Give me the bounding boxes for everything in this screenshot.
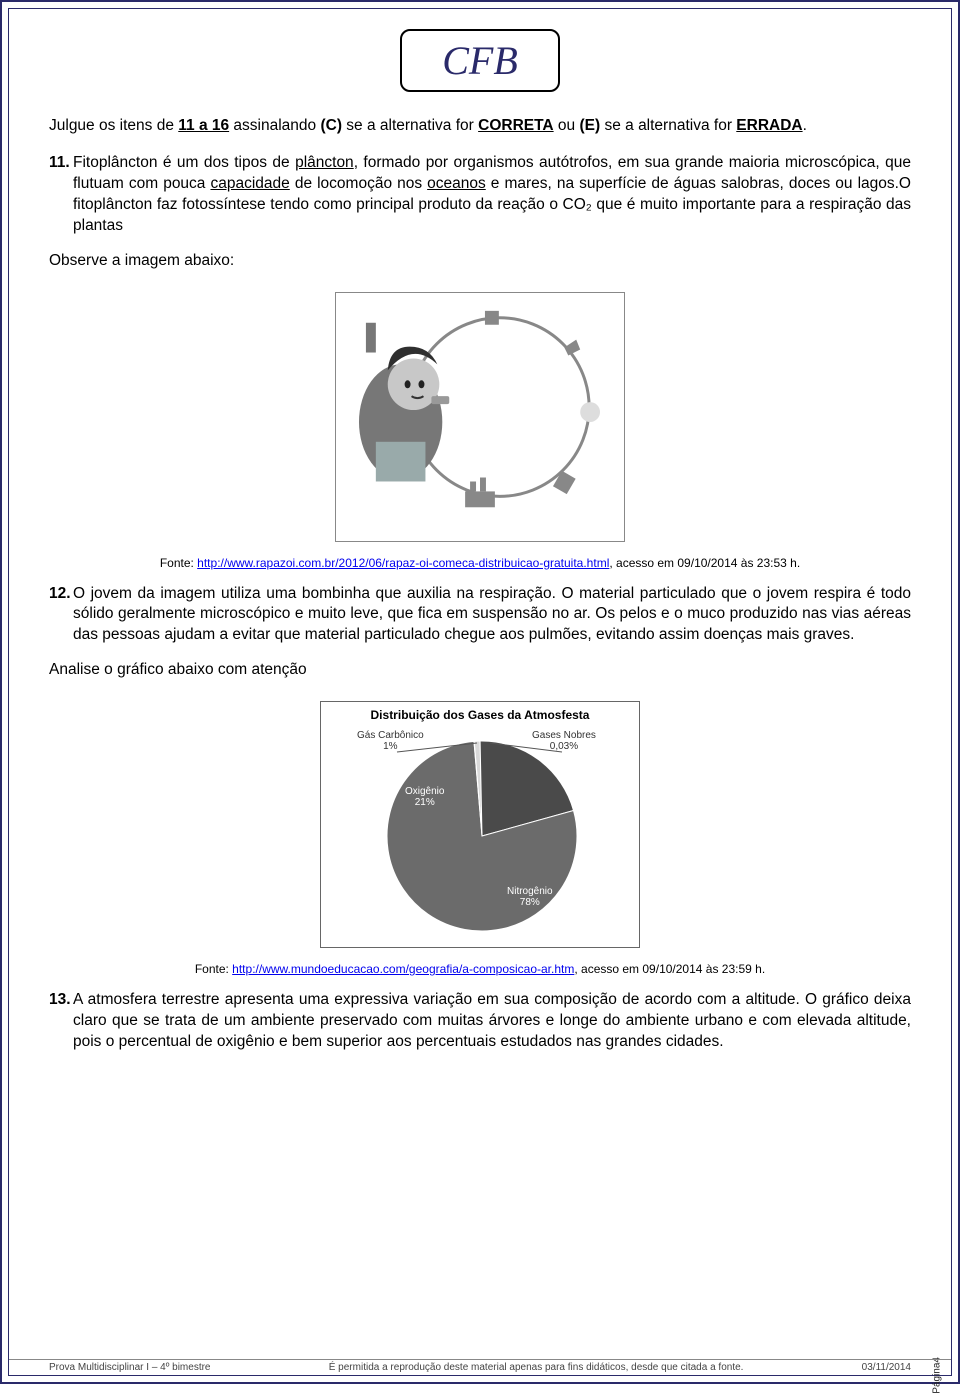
q12-text: O jovem da imagem utiliza uma bombinha q… [73,585,911,644]
pie-label-co2-name: Gás Carbônico [357,730,424,741]
figure-1-illustration [335,292,625,542]
pie-label-co2: Gás Carbônico 1% [357,730,424,752]
instr-range: 11 a 16 [178,117,229,134]
pie-label-nobres-pct: 0,03% [532,741,596,752]
instr-prefix: Julgue os itens de [49,117,178,134]
pie-svg [327,726,635,936]
atmosphere-pie-chart: Distribuição dos Gases da Atmosfesta Gás… [320,701,640,948]
q11-num: 11. [49,153,73,174]
subject-box: CFB [400,29,560,92]
figure-1-container [49,292,911,542]
observe-label: Observe a imagem abaixo: [49,251,911,272]
q11-t1: Fitoplâncton é um dos tipos de [73,154,295,171]
source-2-link[interactable]: http://www.mundoeducacao.com/geografia/a… [232,962,574,976]
subject-label: CFB [442,38,518,83]
instr-c: (C) [320,117,342,134]
chart-container: Distribuição dos Gases da Atmosfesta Gás… [49,701,911,948]
instr-mid2: se a alternativa for [342,117,478,134]
question-11: 11.Fitoplâncton é um dos tipos de plânct… [73,153,911,237]
pie-label-co2-pct: 1% [357,741,424,752]
source-1: Fonte: http://www.rapazoi.com.br/2012/06… [49,556,911,570]
instr-correta: CORRETA [478,117,554,134]
src1-suffix: , acesso em 09/10/2014 às 23:53 h. [609,556,800,570]
instruction-text: Julgue os itens de 11 a 16 assinalando (… [49,116,911,137]
instr-end: . [803,117,807,134]
page-inner-border: CFB Julgue os itens de 11 a 16 assinalan… [8,8,952,1376]
footer-center: É permitida a reprodução deste material … [329,1362,744,1373]
instr-mid3: ou [554,117,580,134]
pie-label-nobres: Gases Nobres 0,03% [532,730,596,752]
source-1-link[interactable]: http://www.rapazoi.com.br/2012/06/rapaz-… [197,556,609,570]
q11-u3: oceanos [427,175,486,192]
chart-pie-area: Gás Carbônico 1% Gases Nobres 0,03% Oxig… [327,726,633,941]
pie-label-oxi: Oxigênio 21% [405,786,444,808]
q11-u2: capacidade [210,175,289,192]
instr-mid4: se a alternativa for [600,117,736,134]
pie-label-nitro-pct: 78% [507,897,553,908]
chart-title: Distribuição dos Gases da Atmosfesta [327,708,633,722]
pie-label-oxi-name: Oxigênio [405,786,444,797]
q12-num: 12. [49,584,73,605]
pie-label-nobres-name: Gases Nobres [532,730,596,741]
page-outer-border: CFB Julgue os itens de 11 a 16 assinalan… [0,0,960,1384]
q11-t3: de locomoção nos [290,175,427,192]
src2-suffix: , acesso em 09/10/2014 às 23:59 h. [574,962,765,976]
src1-prefix: Fonte: [160,556,197,570]
page-footer: Prova Multidisciplinar I – 4º bimestre É… [9,1359,951,1373]
analise-label: Analise o gráfico abaixo com atenção [49,660,911,681]
pie-label-nitro: Nitrogênio 78% [507,886,553,908]
instr-errada: ERRADA [736,117,802,134]
footer-right: 03/11/2014 [862,1362,911,1373]
pie-label-nitro-name: Nitrogênio [507,886,553,897]
pie-label-oxi-pct: 21% [405,797,444,808]
question-12: 12.O jovem da imagem utiliza uma bombinh… [73,584,911,647]
instr-mid1: assinalando [229,117,320,134]
question-13: 13.A atmosfera terrestre apresenta uma e… [73,990,911,1053]
q13-text: A atmosfera terrestre apresenta uma expr… [73,991,911,1050]
q11-u1: plâncton [295,154,354,171]
source-2: Fonte: http://www.mundoeducacao.com/geog… [49,962,911,976]
instr-e: (E) [579,117,600,134]
q13-num: 13. [49,990,73,1011]
src2-prefix: Fonte: [195,962,232,976]
footer-left: Prova Multidisciplinar I – 4º bimestre [49,1362,211,1373]
